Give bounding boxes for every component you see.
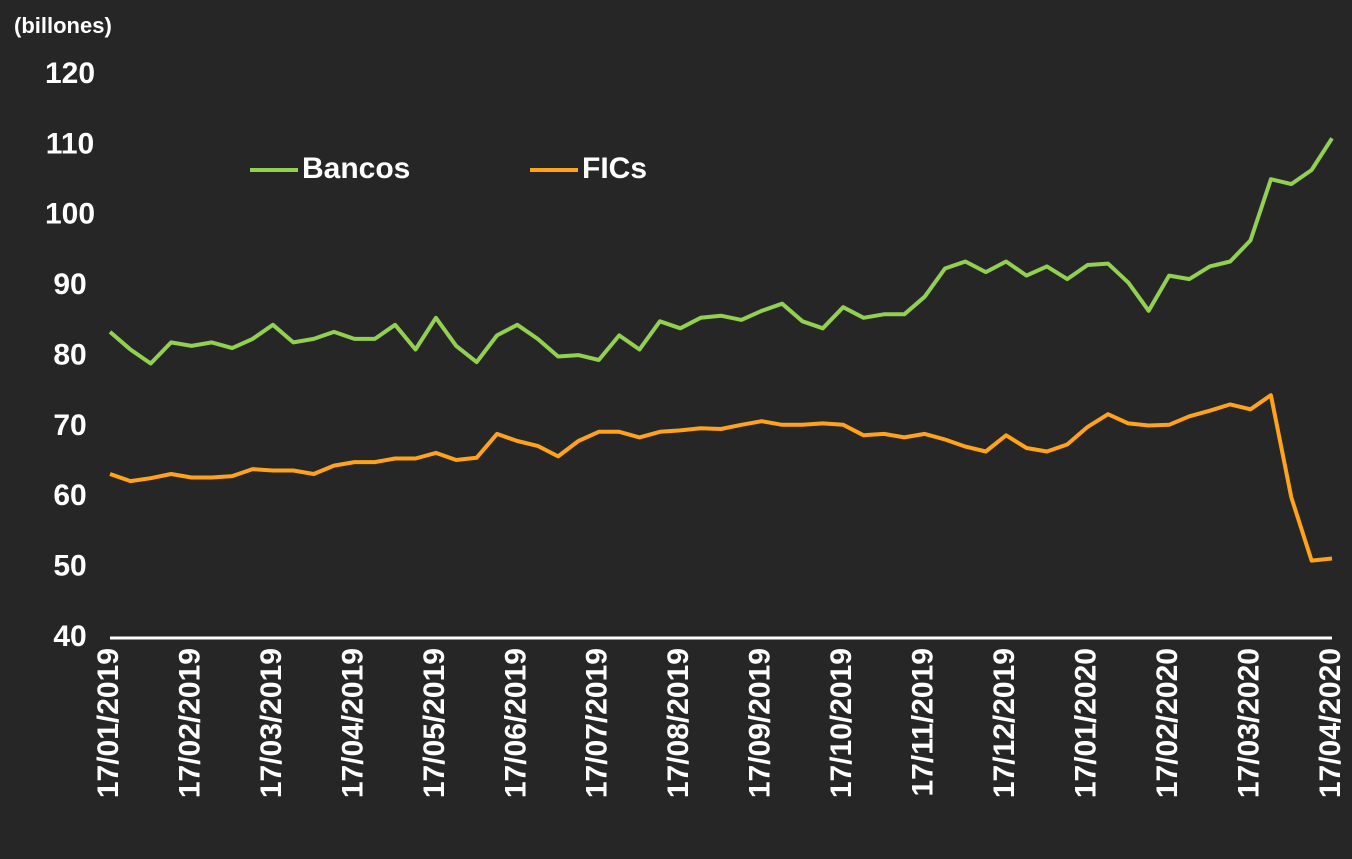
x-tick-label: 17/03/2020 [1232,648,1265,798]
y-tick-label: 110 [46,127,94,160]
y-tick-label: 40 [53,620,86,653]
x-tick-label: 17/07/2019 [581,648,614,798]
x-tick-label: 17/03/2019 [255,648,288,798]
y-tick-label: 70 [53,409,86,442]
x-tick-label: 17/12/2019 [988,648,1021,798]
y-tick-label: 120 [45,57,95,90]
x-tick-label: 17/10/2019 [825,648,858,798]
legend-label: Bancos [302,152,410,185]
y-axis-label: (billones) [14,13,112,38]
x-tick-label: 17/04/2019 [336,648,369,798]
x-tick-label: 17/02/2020 [1151,648,1184,798]
x-tick-label: 17/11/2019 [907,648,940,797]
legend-label: FICs [582,152,647,185]
y-tick-label: 60 [53,479,86,512]
x-tick-label: 17/01/2019 [92,648,125,798]
y-tick-label: 80 [53,338,86,371]
x-tick-label: 17/02/2019 [173,648,206,798]
y-tick-label: 90 [53,268,86,301]
series-line [108,137,1334,366]
series-line [109,393,1333,563]
y-tick-label: 100 [45,198,95,231]
x-tick-label: 17/01/2020 [1070,648,1103,798]
x-tick-label: 17/04/2020 [1314,648,1347,798]
x-tick-label: 17/06/2019 [499,648,532,798]
y-tick-label: 50 [53,550,86,583]
x-tick-label: 17/09/2019 [744,648,777,798]
x-tick-label: 17/08/2019 [662,648,695,798]
x-tick-label: 17/05/2019 [418,648,451,798]
